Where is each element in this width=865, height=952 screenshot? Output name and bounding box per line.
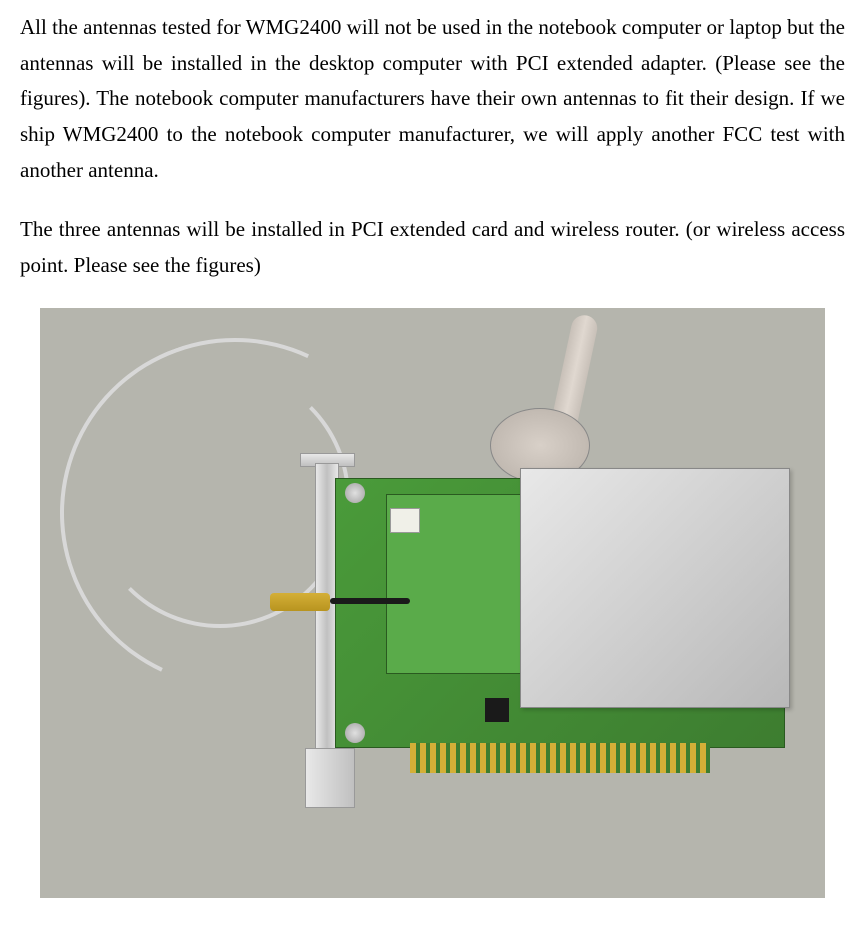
sma-connector: [270, 593, 330, 611]
paragraph-1: All the antennas tested for WMG2400 will…: [20, 10, 845, 188]
mounting-screw-bottom: [345, 723, 365, 743]
paragraph-2: The three antennas will be installed in …: [20, 212, 845, 283]
pcb-label-sticker: [390, 508, 420, 533]
rf-shield: [520, 468, 790, 708]
mounting-screw-top: [345, 483, 365, 503]
connector-pigtail: [330, 598, 410, 604]
figure-pci-card: [40, 308, 825, 898]
pci-edge-connector: [410, 743, 710, 773]
cable-loop-inner: [90, 368, 350, 628]
ic-chip: [485, 698, 509, 722]
bracket-bottom-tab: [305, 748, 355, 808]
